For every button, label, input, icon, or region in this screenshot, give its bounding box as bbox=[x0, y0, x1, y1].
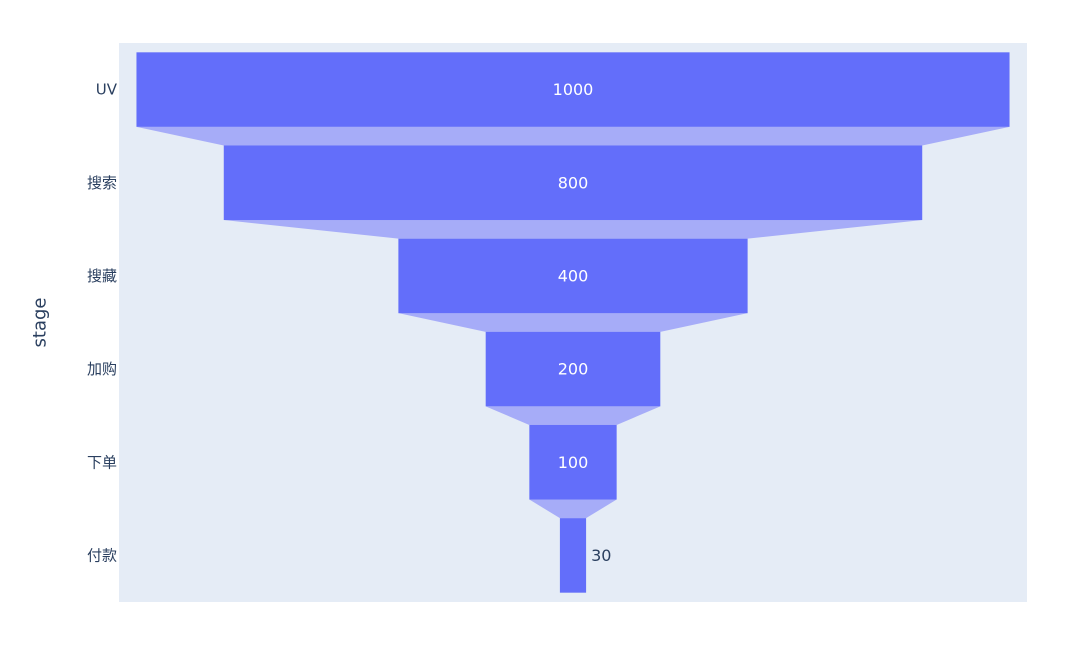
funnel-connector bbox=[398, 313, 748, 332]
funnel-bar bbox=[136, 52, 1010, 127]
y-axis-tick-label: 下单 bbox=[87, 453, 117, 471]
funnel-bars bbox=[136, 52, 1010, 593]
y-axis-tick-label: 搜索 bbox=[87, 174, 117, 192]
funnel-connector bbox=[223, 220, 923, 239]
y-axis-tick-label: 加购 bbox=[87, 360, 117, 378]
funnel-value-labels: 1000 800 400 200 100 30 bbox=[553, 80, 612, 565]
funnel-bar bbox=[398, 238, 748, 314]
funnel-bar bbox=[485, 331, 661, 407]
funnel-bar bbox=[223, 145, 923, 221]
y-axis-tick-label: 付款 bbox=[87, 546, 117, 564]
funnel-value-label: 100 bbox=[558, 453, 589, 472]
y-axis-tick-label: UV bbox=[96, 81, 118, 99]
funnel-value-label: 30 bbox=[591, 546, 611, 565]
funnel-connectors bbox=[136, 126, 1010, 519]
funnel-value-label: 1000 bbox=[553, 80, 594, 99]
y-axis-title: stage bbox=[30, 298, 51, 348]
funnel-connector bbox=[529, 499, 617, 519]
funnel-value-label: 800 bbox=[558, 173, 589, 192]
funnel-connector bbox=[136, 126, 1010, 146]
funnel-bar bbox=[559, 518, 587, 593]
funnel-value-label: 400 bbox=[558, 266, 589, 285]
y-axis-tick-label: 搜藏 bbox=[87, 267, 117, 285]
funnel-value-label: 200 bbox=[558, 360, 589, 379]
funnel-connector bbox=[485, 406, 661, 425]
funnel-bar bbox=[529, 424, 617, 500]
